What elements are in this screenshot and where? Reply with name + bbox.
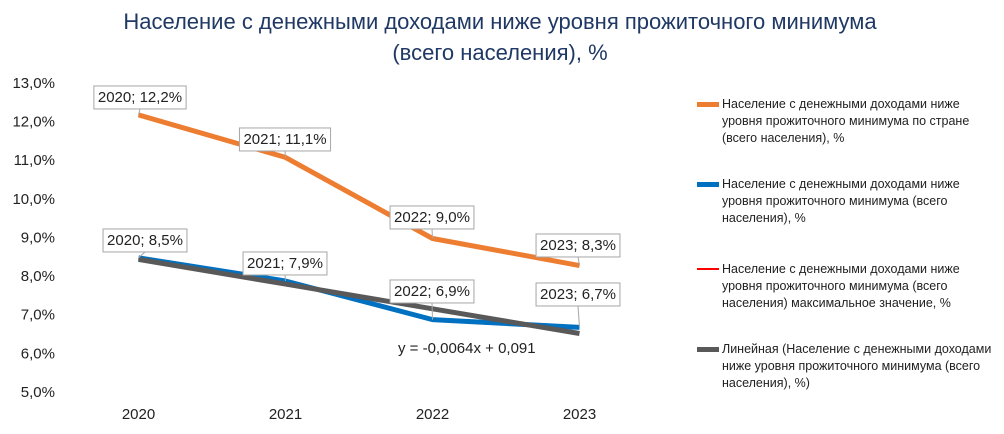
data-label: 2023; 6,7% <box>535 282 621 328</box>
label-box <box>535 282 621 307</box>
legend-swatch <box>697 182 719 187</box>
legend-entry: Население с денежными доходами ниже уров… <box>697 261 997 312</box>
legend-label: Линейная (Население с денежными доходами… <box>722 342 992 390</box>
data-label: 2020; 8,5% <box>102 228 188 259</box>
data-label-text: 2021; 11,1% <box>243 131 326 148</box>
label-box <box>389 279 475 304</box>
data-label-text: 2023; 8,3% <box>540 237 616 254</box>
y-tick-label: 5,0% <box>21 384 55 401</box>
label-box <box>535 233 621 258</box>
y-tick-label: 10,0% <box>12 191 55 208</box>
x-tick-label: 2023 <box>563 406 596 423</box>
y-tick-label: 6,0% <box>21 345 55 362</box>
data-label-text: 2022; 6,9% <box>394 283 470 300</box>
data-label-text: 2023; 6,7% <box>540 286 616 303</box>
legend-entry: Население с денежными доходами ниже уров… <box>697 96 997 147</box>
leader-line <box>577 305 580 328</box>
x-tick-label: 2020 <box>122 406 155 423</box>
leader-line <box>138 108 141 116</box>
y-tick-label: 7,0% <box>21 307 55 324</box>
legend-label: Население с денежными доходами ниже уров… <box>722 97 970 145</box>
data-label: 2023; 8,3% <box>535 233 621 266</box>
legend-swatch <box>697 268 719 270</box>
leader-line <box>431 228 433 239</box>
label-box <box>102 228 188 253</box>
legend-swatch <box>697 102 719 107</box>
label-box <box>93 85 187 110</box>
data-label-text: 2021; 7,9% <box>247 255 323 272</box>
chart-title: Население с денежными доходами ниже уров… <box>123 9 877 65</box>
leader-line <box>284 274 286 282</box>
leader-line <box>577 256 580 266</box>
series-line <box>137 112 580 268</box>
data-label-text: 2022; 9,0% <box>394 209 470 226</box>
data-label: 2022; 9,0% <box>389 205 475 239</box>
legend-entry: Население с денежными доходами ниже уров… <box>697 176 997 227</box>
label-box <box>242 251 328 276</box>
legend-swatch <box>697 347 719 352</box>
data-label: 2020; 12,2% <box>93 85 187 116</box>
legend-label: Население с денежными доходами ниже уров… <box>722 177 960 225</box>
legend-entry: Линейная (Население с денежными доходами… <box>697 341 997 392</box>
annotation: y = -0,0064x + 0,091 <box>398 340 536 357</box>
data-label: 2022; 6,9% <box>389 279 475 320</box>
y-tick-label: 13,0% <box>12 75 55 92</box>
data-label: 2021; 7,9% <box>242 251 328 282</box>
leader-line <box>284 150 286 158</box>
label-box <box>389 205 475 230</box>
data-label: 2021; 11,1% <box>238 127 332 158</box>
x-tick-label: 2021 <box>269 406 302 423</box>
y-tick-label: 11,0% <box>14 152 55 169</box>
data-label-text: 2020; 12,2% <box>98 89 182 106</box>
y-tick-label: 9,0% <box>21 229 55 246</box>
data-label-text: 2020; 8,5% <box>107 232 183 249</box>
x-tick-label: 2022 <box>416 406 449 423</box>
label-box <box>238 127 332 152</box>
series-line <box>138 256 580 336</box>
leader-line <box>138 251 146 259</box>
legend-label: Население с денежными доходами ниже уров… <box>722 262 960 310</box>
leader-line <box>431 302 433 320</box>
y-tick-label: 12,0% <box>12 114 55 131</box>
y-tick-label: 8,0% <box>21 268 55 285</box>
